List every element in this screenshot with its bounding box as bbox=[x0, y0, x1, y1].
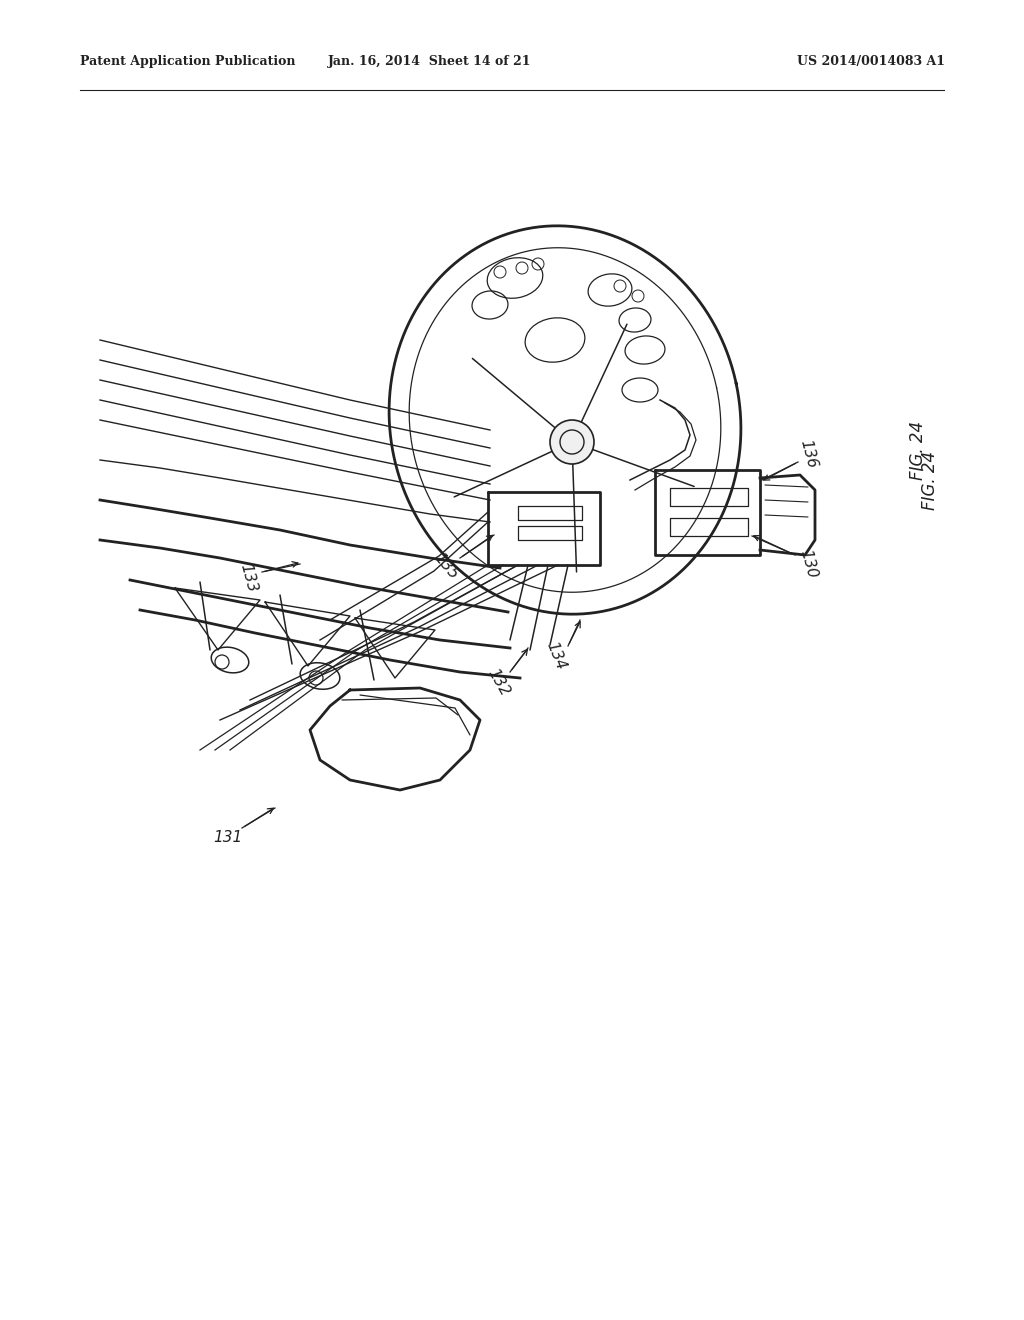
Text: FIG. 24: FIG. 24 bbox=[909, 421, 927, 479]
Text: Jan. 16, 2014  Sheet 14 of 21: Jan. 16, 2014 Sheet 14 of 21 bbox=[329, 55, 531, 69]
Text: 131: 131 bbox=[213, 830, 243, 846]
Text: 135: 135 bbox=[431, 550, 461, 582]
Text: Patent Application Publication: Patent Application Publication bbox=[80, 55, 296, 69]
Text: 134: 134 bbox=[544, 640, 568, 672]
Text: FIG. 24: FIG. 24 bbox=[921, 450, 939, 510]
Text: 133: 133 bbox=[237, 562, 259, 594]
Text: 132: 132 bbox=[484, 665, 512, 698]
Circle shape bbox=[550, 420, 594, 465]
Text: US 2014/0014083 A1: US 2014/0014083 A1 bbox=[797, 55, 945, 69]
Text: 136: 136 bbox=[797, 438, 819, 470]
Text: 130: 130 bbox=[797, 548, 819, 579]
